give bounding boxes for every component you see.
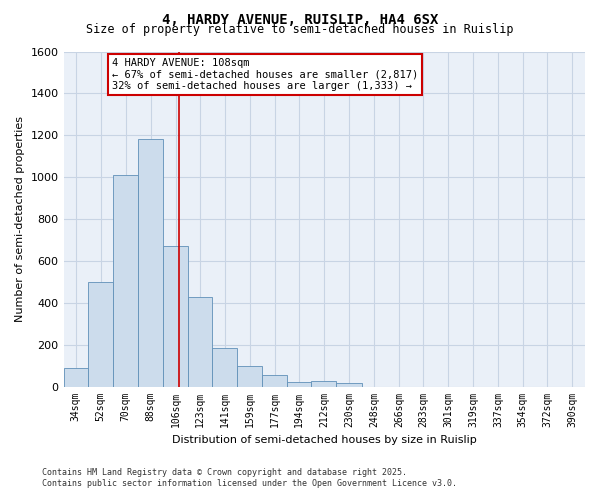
Bar xyxy=(238,366,262,386)
Text: Size of property relative to semi-detached houses in Ruislip: Size of property relative to semi-detach… xyxy=(86,22,514,36)
Bar xyxy=(64,368,88,386)
Text: Contains HM Land Registry data © Crown copyright and database right 2025.
Contai: Contains HM Land Registry data © Crown c… xyxy=(42,468,457,487)
Bar xyxy=(287,382,311,386)
Text: 4, HARDY AVENUE, RUISLIP, HA4 6SX: 4, HARDY AVENUE, RUISLIP, HA4 6SX xyxy=(162,12,438,26)
X-axis label: Distribution of semi-detached houses by size in Ruislip: Distribution of semi-detached houses by … xyxy=(172,435,476,445)
Bar xyxy=(88,282,113,387)
Bar xyxy=(188,296,212,386)
Text: 4 HARDY AVENUE: 108sqm
← 67% of semi-detached houses are smaller (2,817)
32% of : 4 HARDY AVENUE: 108sqm ← 67% of semi-det… xyxy=(112,58,418,91)
Bar xyxy=(113,175,138,386)
Y-axis label: Number of semi-detached properties: Number of semi-detached properties xyxy=(15,116,25,322)
Bar xyxy=(337,384,362,386)
Bar xyxy=(311,382,337,386)
Bar xyxy=(138,140,163,386)
Bar xyxy=(212,348,238,387)
Bar xyxy=(262,375,287,386)
Bar xyxy=(163,246,188,386)
